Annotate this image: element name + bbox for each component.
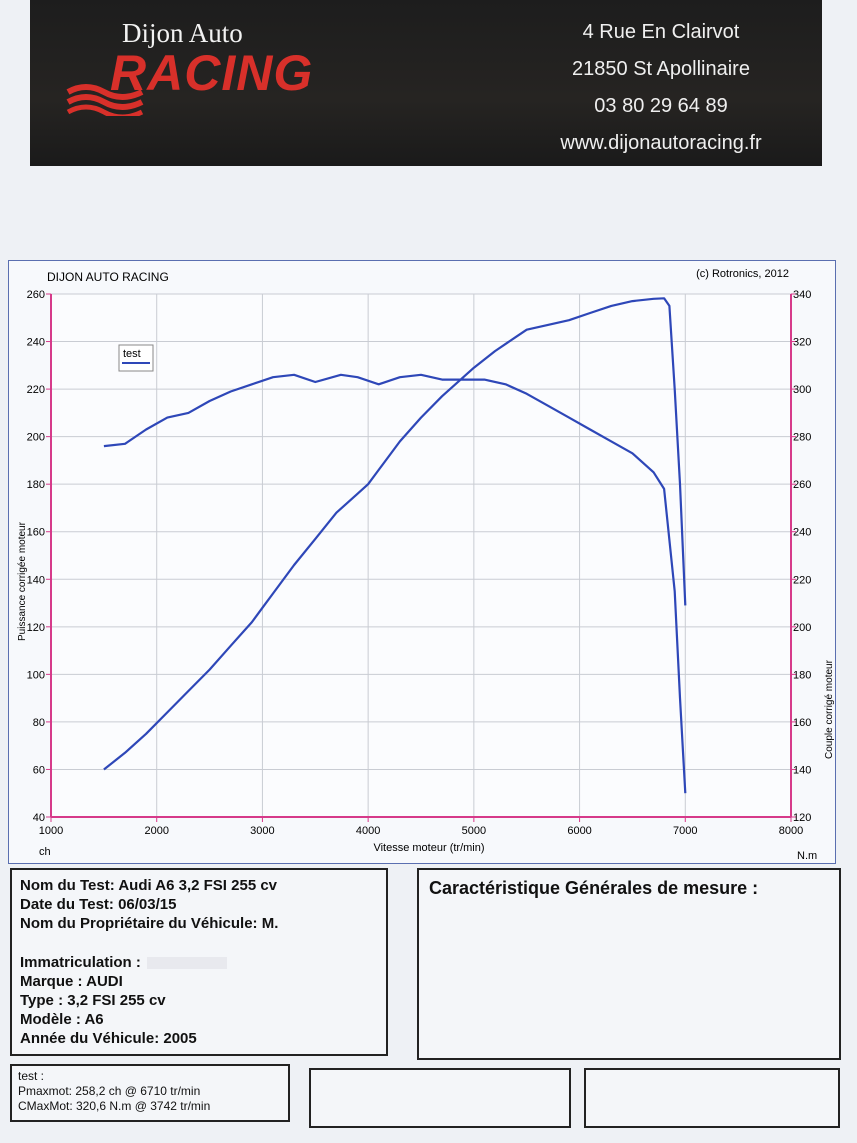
result-pmax: Pmaxmot: 258,2 ch @ 6710 tr/min [18,1084,201,1098]
chart-title: DIJON AUTO RACING [47,270,169,284]
test-name: Nom du Test: Audi A6 3,2 FSI 255 cv [20,877,278,894]
y-right-tick-label: 180 [793,669,811,681]
y-left-tick-label: 240 [27,337,45,349]
y-axis-right-label: Couple corrigé moteur [824,659,835,759]
empty-box [309,1068,571,1128]
y-left-tick-label: 220 [27,384,45,396]
registration-row: Immatriculation : [20,953,378,972]
chart-axes: 1000 2000 3000 4000 5000 6000 7000 8000 40 60 80 10… [27,289,812,837]
x-unit-left: ch [39,846,51,858]
y-left-tick-label: 40 [33,812,45,824]
chart-copyright: (c) Rotronics, 2012 [696,268,789,280]
y-right-tick-label: 260 [793,479,811,491]
y-left-tick-label: 180 [27,479,45,491]
y-left-tick-label: 160 [27,527,45,539]
dyno-chart: 1000 2000 3000 4000 5000 6000 7000 8000 40 60 80 10… [17,268,835,862]
redacted-registration [146,957,227,970]
empty-box [584,1068,840,1128]
y-right-tick-label: 200 [793,622,811,634]
x-unit-right: N.m [797,850,817,862]
measurement-characteristics-box: Caractéristique Générales de mesure : [417,868,841,1060]
vehicle-type: Type : 3,2 FSI 255 cv [20,992,166,1009]
characteristics-title: Caractéristique Générales de mesure : [429,878,759,898]
result-label: test : [18,1069,45,1083]
y-left-tick-label: 60 [33,764,45,776]
y-right-tick-label: 300 [793,384,811,396]
result-box: test : Pmaxmot: 258,2 ch @ 6710 tr/min C… [10,1064,290,1122]
y-left-tick-label: 120 [27,622,45,634]
registration: Immatriculation : [20,954,141,971]
x-tick-label: 2000 [144,825,168,837]
x-tick-label: 8000 [779,825,803,837]
y-right-tick-label: 340 [793,289,811,301]
website-link[interactable]: www.dijonautoracing.fr [560,132,762,154]
torque-curve [103,373,687,794]
address-street: 4 Rue En Clairvot [582,21,740,43]
result-cmax: CMaxMot: 320,6 N.m @ 3742 tr/min [18,1099,211,1113]
y-left-tick-label: 260 [27,289,45,301]
x-tick-label: 4000 [356,825,380,837]
x-tick-label: 1000 [39,825,63,837]
x-tick-label: 5000 [462,825,486,837]
brand-name: Dijon Auto [122,18,243,48]
brand: Marque : AUDI [20,973,123,990]
phone-number: 03 80 29 64 89 [594,95,728,117]
y-right-tick-label: 320 [793,337,811,349]
test-date: Date du Test: 06/03/15 [20,896,177,913]
x-tick-label: 7000 [673,825,697,837]
flag-swoosh-icon [66,84,144,116]
vehicle-year: Année du Véhicule: 2005 [20,1030,197,1047]
y-left-tick-label: 80 [33,717,45,729]
y-right-tick-label: 140 [793,764,811,776]
chart-legend: test [118,344,154,372]
power-curve [103,297,687,771]
y-right-tick-label: 120 [793,812,811,824]
address-city: 21850 St Apollinaire [572,58,750,80]
y-right-tick-label: 220 [793,574,811,586]
chart-series [103,297,687,794]
x-tick-label: 6000 [567,825,591,837]
y-right-tick-label: 240 [793,527,811,539]
y-axis-left-label: Puissance corrigée moteur [17,521,28,641]
dyno-chart-panel: 1000 2000 3000 4000 5000 6000 7000 8000 40 60 80 10… [8,260,836,864]
y-left-tick-label: 140 [27,574,45,586]
plot-area [51,294,791,817]
x-tick-label: 3000 [250,825,274,837]
legend-label: test [123,348,141,360]
test-info-box: Nom du Test: Audi A6 3,2 FSI 255 cv Date… [10,868,388,1056]
brand-logo-racing: RACING [110,45,314,101]
header-banner: Dijon Auto RACING 4 Rue En Clairvot 2185… [30,0,822,166]
owner-name: Nom du Propriétaire du Véhicule: M. [20,915,279,932]
y-right-tick-label: 280 [793,432,811,444]
x-axis-label: Vitesse moteur (tr/min) [373,842,484,854]
y-left-tick-label: 100 [27,669,45,681]
vehicle-model: Modèle : A6 [20,1011,104,1028]
y-left-tick-label: 200 [27,432,45,444]
y-right-tick-label: 160 [793,717,811,729]
chart-grid [50,293,792,818]
contact-block: 4 Rue En Clairvot 21850 St Apollinaire 0… [526,14,796,162]
